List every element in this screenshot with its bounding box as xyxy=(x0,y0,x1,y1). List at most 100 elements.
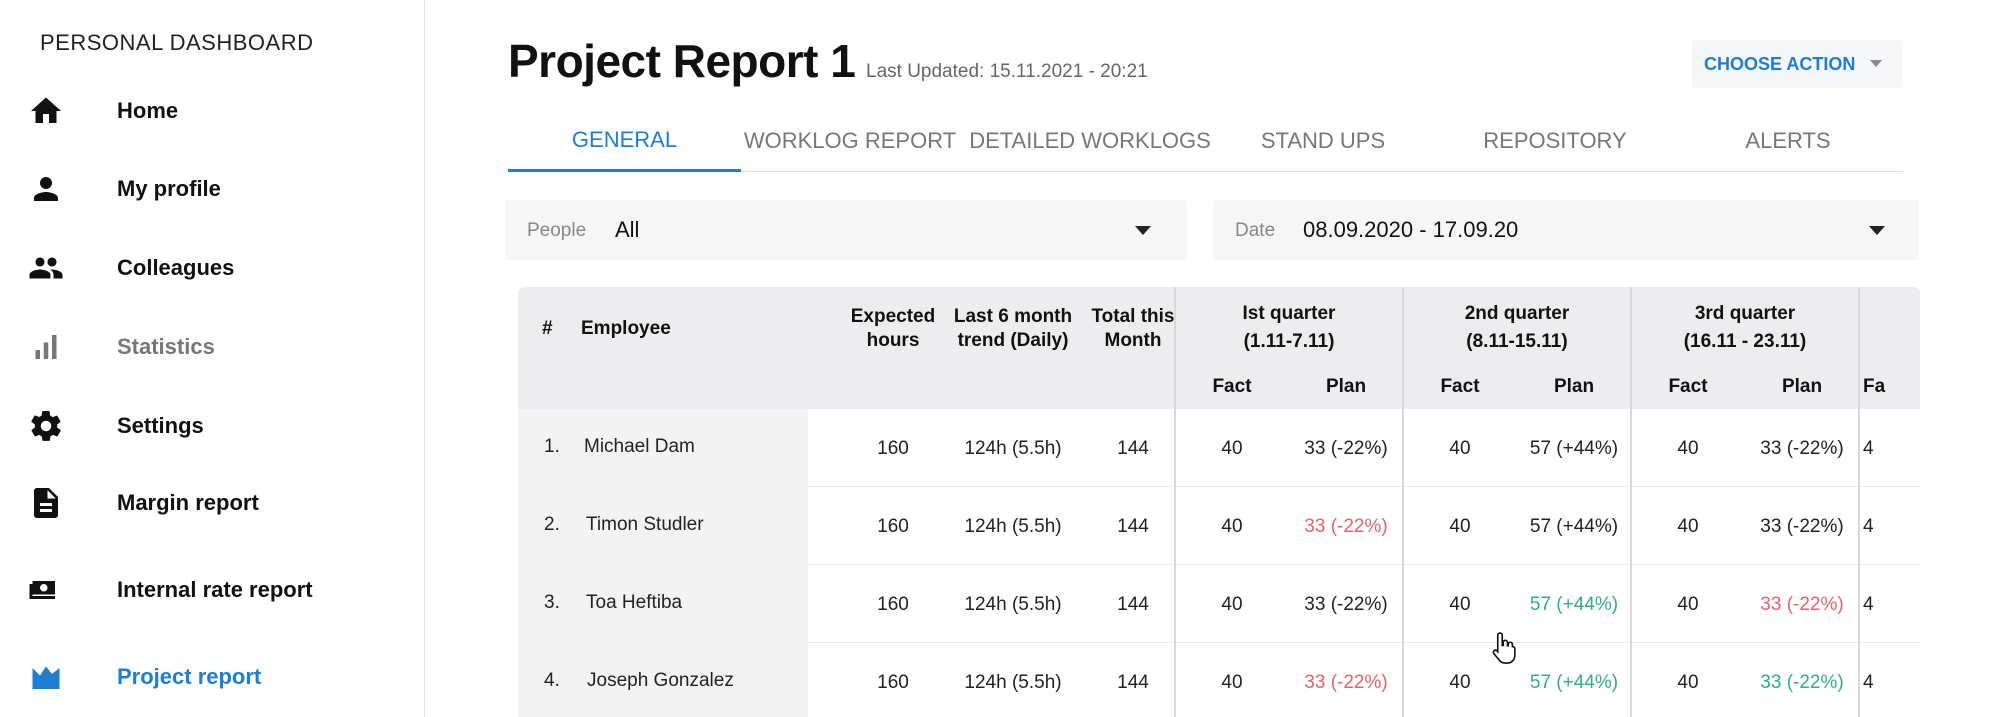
header-plan: Plan xyxy=(1553,376,1595,397)
chevron-down-icon xyxy=(1135,226,1151,235)
chevron-down-icon xyxy=(1869,226,1885,235)
date-filter-select[interactable]: Date 08.09.2020 - 17.09.20 xyxy=(1213,200,1919,260)
plan-cell: 33 (-22%) xyxy=(1760,672,1844,693)
column-divider xyxy=(1402,287,1404,717)
sidebar: PERSONAL DASHBOARD Home My profile Colle… xyxy=(0,0,425,717)
employee-name: Joseph Gonzalez xyxy=(587,670,734,691)
home-icon xyxy=(28,93,64,129)
plan-cell: 33 (-22%) xyxy=(1760,438,1844,459)
sidebar-item-internal-rate-report[interactable]: Internal rate report xyxy=(0,560,425,620)
employee-name: Timon Studler xyxy=(586,514,704,535)
tab-stand-ups[interactable]: STAND UPS xyxy=(1260,128,1386,153)
people-icon xyxy=(28,250,64,286)
table-row[interactable]: 1. Michael Dam 160 124h (5.5h) 144 40 33 (-22%… xyxy=(518,409,1920,487)
partial-fact-cell: 4 xyxy=(1863,594,1874,615)
fact-cell: 40 xyxy=(1221,672,1243,693)
sidebar-item-my-profile[interactable]: My profile xyxy=(0,159,425,219)
header-fact: Fact xyxy=(1440,376,1480,397)
total-month-cell: 144 xyxy=(1117,516,1149,537)
employee-hours-table: # Employee Expected hours Last 6 month tre… xyxy=(518,287,1920,717)
header-fact: Fact xyxy=(1212,376,1252,397)
expected-hours-cell: 160 xyxy=(877,438,909,459)
tab-detailed-worklogs[interactable]: DETAILED WORKLOGS xyxy=(969,128,1211,153)
employee-name: Michael Dam xyxy=(584,436,695,457)
table-row[interactable]: 2. Timon Studler 160 124h (5.5h) 144 40 33 (-2… xyxy=(518,487,1920,565)
people-filter-label: People xyxy=(527,220,587,241)
row-number: 2. xyxy=(544,514,560,535)
choose-action-label: CHOOSE ACTION xyxy=(1704,53,1856,74)
plan-cell: 33 (-22%) xyxy=(1304,594,1388,615)
plan-cell: 57 (+44%) xyxy=(1529,672,1619,693)
employee-cell xyxy=(518,409,808,487)
tab-repository[interactable]: REPOSITORY xyxy=(1483,128,1627,153)
cash-icon xyxy=(28,572,64,608)
tab-general[interactable]: GENERAL xyxy=(508,110,741,172)
sidebar-item-label: Project report xyxy=(117,664,262,689)
header-fact-partial: Fa xyxy=(1863,376,1886,397)
header-employee: Employee xyxy=(581,318,671,339)
sidebar-item-settings[interactable]: Settings xyxy=(0,396,425,456)
sidebar-item-project-report[interactable]: Project report xyxy=(0,647,425,707)
person-icon xyxy=(28,171,64,207)
date-filter-value: 08.09.2020 - 17.09.20 xyxy=(1303,217,1519,242)
people-filter-value: All xyxy=(615,217,640,242)
fact-cell: 40 xyxy=(1677,594,1699,615)
header-total-month: Total this Month xyxy=(1091,306,1175,351)
column-divider xyxy=(1858,287,1860,717)
bar-chart-icon xyxy=(28,329,64,365)
sidebar-item-home[interactable]: Home xyxy=(0,81,425,141)
fact-cell: 40 xyxy=(1677,438,1699,459)
header-quarter-3: 3rd quarter (16.11 - 23.11) xyxy=(1683,303,1807,352)
hand-cursor-icon xyxy=(1492,632,1516,664)
header-fact: Fact xyxy=(1668,376,1708,397)
partial-fact-cell: 4 xyxy=(1863,516,1874,537)
sidebar-item-colleagues[interactable]: Colleagues xyxy=(0,238,425,298)
table-header: # Employee Expected hours Last 6 month tre… xyxy=(518,287,1920,409)
people-filter-select[interactable]: People All xyxy=(505,200,1187,260)
header-expected-hours: Expected hours xyxy=(850,306,936,351)
sidebar-item-label: Colleagues xyxy=(117,255,235,280)
employee-cell xyxy=(518,643,808,717)
header-num: # xyxy=(542,318,553,339)
plan-cell: 33 (-22%) xyxy=(1304,438,1388,459)
choose-action-button[interactable]: CHOOSE ACTION xyxy=(1692,40,1902,88)
sidebar-item-label: Home xyxy=(117,98,179,123)
fact-cell: 40 xyxy=(1449,672,1471,693)
row-number: 1. xyxy=(544,436,560,457)
sidebar-item-margin-report[interactable]: Margin report xyxy=(0,473,425,533)
plan-cell: 33 (-22%) xyxy=(1304,516,1388,537)
expected-hours-cell: 160 xyxy=(877,672,909,693)
tab-worklog-report[interactable]: WORKLOG REPORT xyxy=(743,128,957,153)
plan-cell: 57 (+44%) xyxy=(1529,516,1619,537)
total-month-cell: 144 xyxy=(1117,438,1149,459)
date-filter-label: Date xyxy=(1235,220,1276,241)
table-row[interactable]: 4. Joseph Gonzalez 160 124h (5.5h) 144 40 33 (… xyxy=(518,643,1920,717)
column-divider xyxy=(1174,287,1176,717)
expected-hours-cell: 160 xyxy=(877,594,909,615)
employee-cell xyxy=(518,565,808,643)
table-row[interactable]: 3. Toa Heftiba 160 124h (5.5h) 144 40 33 (-22%… xyxy=(518,565,1920,643)
area-chart-icon xyxy=(28,659,64,695)
tab-alerts[interactable]: ALERTS xyxy=(1745,128,1831,153)
employee-name: Toa Heftiba xyxy=(586,592,683,613)
sidebar-item-statistics[interactable]: Statistics xyxy=(0,317,425,377)
row-number: 3. xyxy=(544,592,560,613)
employee-cell xyxy=(518,487,808,565)
sidebar-item-label: My profile xyxy=(117,176,221,201)
sidebar-item-label: Margin report xyxy=(117,490,259,515)
last-updated-text: Last Updated: 15.11.2021 - 20:21 xyxy=(866,61,1148,82)
sidebar-item-label: Internal rate report xyxy=(117,577,313,602)
sidebar-item-label: Settings xyxy=(117,413,204,438)
header-plan: Plan xyxy=(1781,376,1823,397)
total-month-cell: 144 xyxy=(1117,594,1149,615)
document-icon xyxy=(28,485,64,521)
header-plan: Plan xyxy=(1325,376,1367,397)
partial-fact-cell: 4 xyxy=(1863,438,1874,459)
gear-icon xyxy=(28,408,64,444)
trend-cell: 124h (5.5h) xyxy=(964,438,1062,459)
fact-cell: 40 xyxy=(1449,516,1471,537)
partial-fact-cell: 4 xyxy=(1863,672,1874,693)
total-month-cell: 144 xyxy=(1117,672,1149,693)
plan-cell: 33 (-22%) xyxy=(1760,594,1844,615)
page-title: Project Report 1 xyxy=(508,35,856,87)
